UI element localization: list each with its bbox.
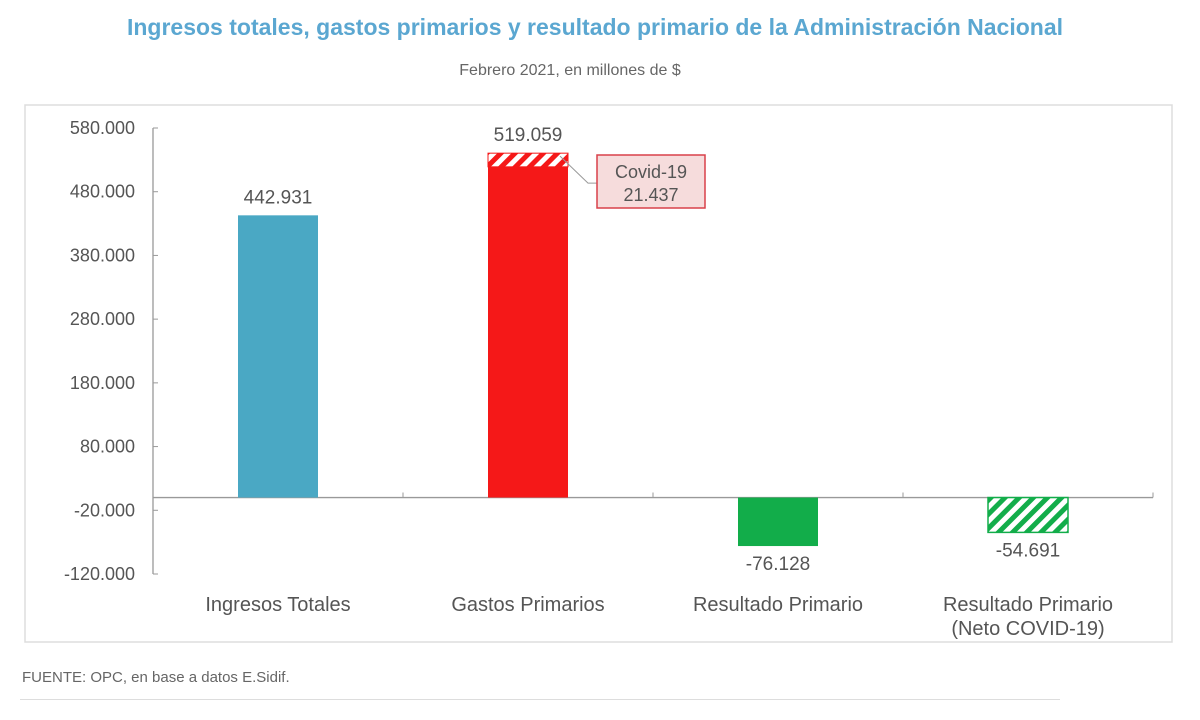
callout-box: [596, 154, 706, 209]
y-tick-label: 80.000: [80, 437, 135, 457]
callout-leader: [559, 155, 598, 184]
y-tick-label: 580.000: [70, 118, 135, 138]
bar-gastos-primarios: [488, 166, 568, 498]
bar-segment-covid-19: [487, 152, 569, 168]
y-tick-label: 480.000: [70, 182, 135, 202]
bar-ingresos-totales: [238, 215, 318, 498]
bar-resultado-primario: [738, 497, 818, 547]
chart-subtitle: Febrero 2021, en millones de $: [459, 62, 681, 79]
plot-frame: [24, 104, 1173, 643]
y-tick-label: 380.000: [70, 245, 135, 265]
data-label: -54.691: [996, 540, 1060, 561]
x-tick-label: Gastos Primarios: [451, 594, 604, 616]
x-tick-label: Resultado Primario (Neto COVID-19): [943, 594, 1113, 640]
data-label: 442.931: [244, 187, 313, 208]
data-label: -76.128: [746, 554, 810, 575]
y-tick-label: -20.000: [74, 500, 135, 520]
x-tick-label: Ingresos Totales: [205, 594, 350, 616]
y-tick-label: 280.000: [70, 309, 135, 329]
data-label: 519.059: [494, 125, 563, 146]
callout-value: 21.437: [623, 185, 678, 205]
y-tick-label: 180.000: [70, 373, 135, 393]
x-tick-label: Resultado Primario: [693, 594, 863, 616]
source-note: FUENTE: OPC, en base a datos E.Sidif.: [22, 669, 290, 686]
y-tick-label: -120.000: [64, 564, 135, 584]
callout-label: Covid-19: [615, 162, 687, 182]
bar-resultado-primario-neto-covid-19-: [987, 496, 1069, 534]
divider: [20, 699, 1060, 700]
chart-title: Ingresos totales, gastos primarios y res…: [126, 14, 1063, 40]
